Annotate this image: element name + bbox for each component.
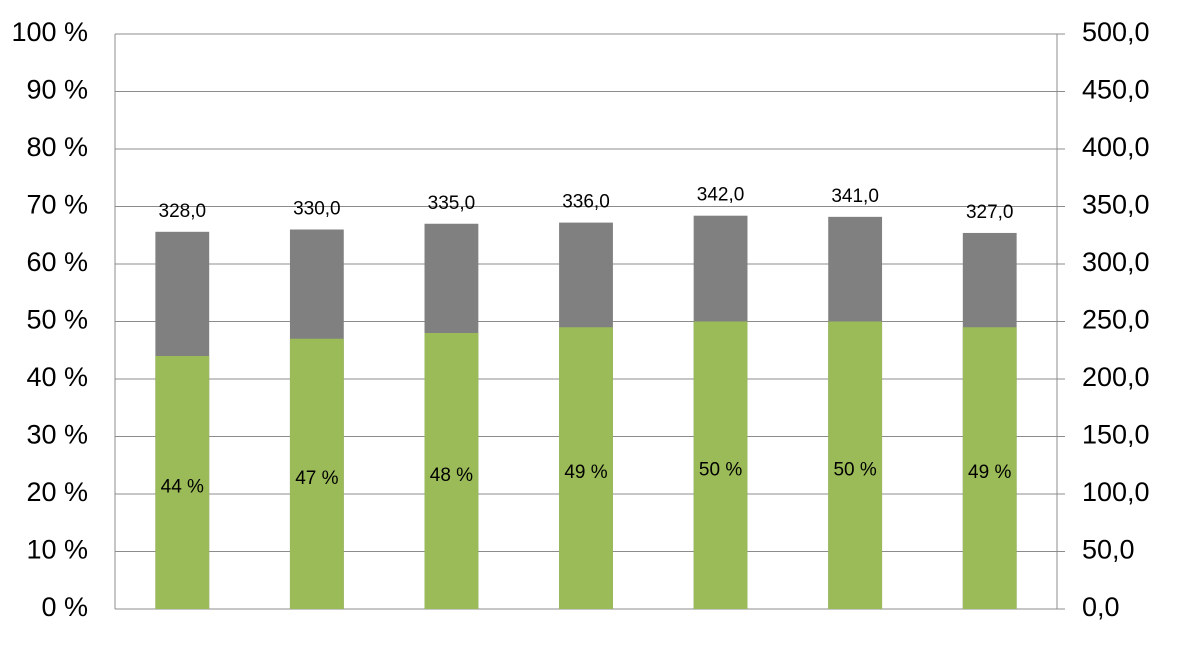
data-label: 328,0 <box>159 201 207 222</box>
bar <box>962 327 1017 609</box>
y2-tick-label: 150,0 <box>1082 420 1150 450</box>
data-label: 327,0 <box>966 202 1014 223</box>
y2-tick-label: 250,0 <box>1082 305 1150 335</box>
y2-tick-label: 400,0 <box>1082 132 1150 162</box>
y-tick-label: 30 % <box>26 420 88 450</box>
y-tick-label: 70 % <box>26 190 88 220</box>
y2-tick-label: 50,0 <box>1082 535 1135 565</box>
data-label: 341,0 <box>831 186 879 207</box>
data-label: 335,0 <box>428 193 476 214</box>
bar <box>424 333 479 609</box>
data-label: 50 % <box>699 459 742 480</box>
y-tick-label: 90 % <box>26 75 88 105</box>
data-label: 336,0 <box>562 192 610 213</box>
data-label: 49 % <box>564 462 607 483</box>
bar <box>155 356 210 609</box>
y2-tick-label: 450,0 <box>1082 75 1150 105</box>
bar <box>289 338 344 609</box>
y-tick-label: 0 % <box>41 592 88 622</box>
y2-tick-label: 350,0 <box>1082 190 1150 220</box>
y-tick-label: 10 % <box>26 535 88 565</box>
data-label: 50 % <box>833 459 876 480</box>
y2-tick-label: 0,0 <box>1082 592 1120 622</box>
y-tick-label: 50 % <box>26 305 88 335</box>
data-label: 44 % <box>161 477 204 498</box>
y2-tick-label: 300,0 <box>1082 247 1150 277</box>
bar <box>693 321 748 609</box>
y-tick-label: 20 % <box>26 477 88 507</box>
y2-tick-label: 500,0 <box>1082 17 1150 47</box>
y2-tick-label: 100,0 <box>1082 477 1150 507</box>
y-tick-label: 60 % <box>26 247 88 277</box>
data-label: 48 % <box>430 465 473 486</box>
data-label: 330,0 <box>293 199 341 220</box>
data-label: 342,0 <box>697 185 745 206</box>
bar <box>828 321 883 609</box>
bar <box>559 327 613 609</box>
y-tick-label: 80 % <box>26 132 88 162</box>
y2-tick-label: 200,0 <box>1082 362 1150 392</box>
data-label: 49 % <box>968 462 1011 483</box>
y-tick-label: 40 % <box>26 362 88 392</box>
data-label: 47 % <box>295 468 338 489</box>
y-tick-label: 100 % <box>11 17 88 47</box>
